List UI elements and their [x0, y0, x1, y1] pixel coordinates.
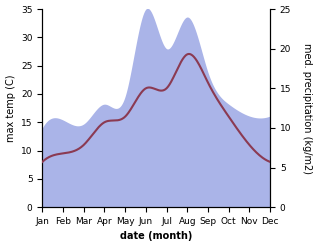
Y-axis label: max temp (C): max temp (C) — [5, 74, 16, 142]
X-axis label: date (month): date (month) — [120, 231, 192, 242]
Y-axis label: med. precipitation (kg/m2): med. precipitation (kg/m2) — [302, 43, 313, 174]
